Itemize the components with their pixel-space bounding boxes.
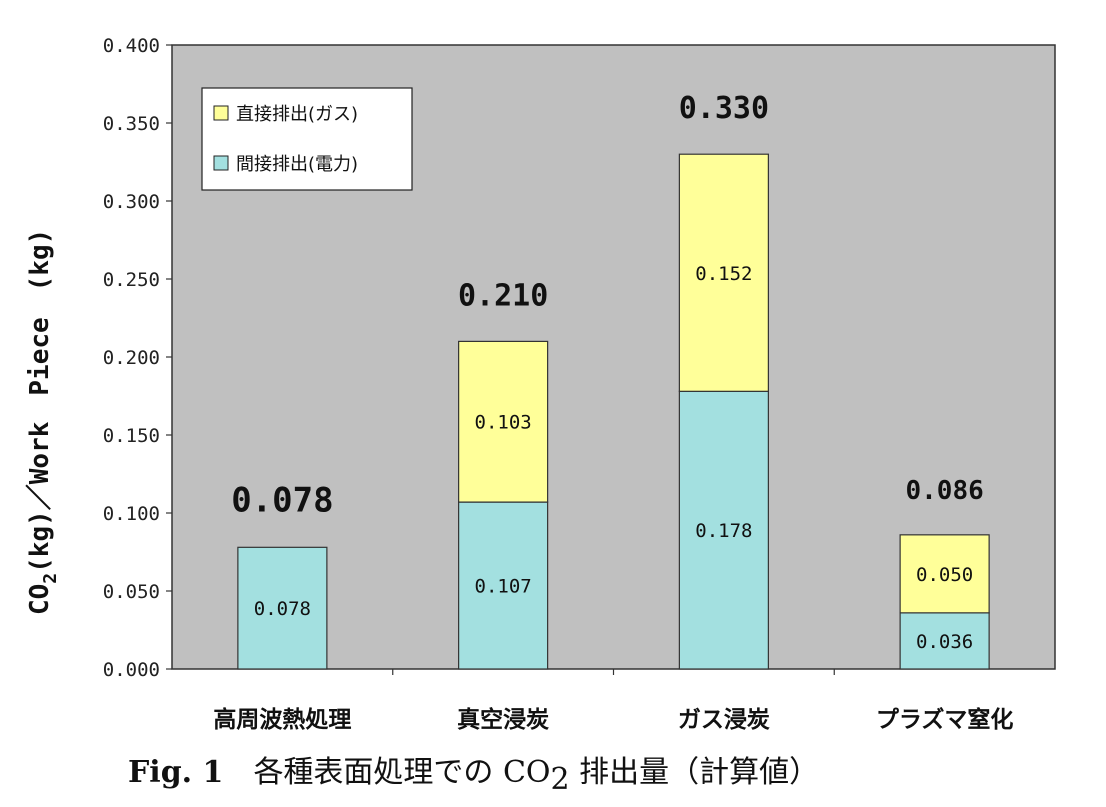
legend-label-direct: 直接排出(ガス) bbox=[236, 104, 358, 125]
bar-total-label: 0.086 bbox=[905, 476, 983, 506]
category-label: プラズマ窒化 bbox=[876, 706, 1014, 733]
y-tick-label: 0.150 bbox=[103, 425, 160, 447]
legend-box bbox=[201, 87, 413, 191]
y-tick-label: 0.200 bbox=[103, 347, 160, 369]
bar-segment bbox=[458, 501, 549, 670]
legend: 直接排出(ガス) 間接排出(電力) bbox=[201, 87, 413, 191]
legend-label-indirect: 間接排出(電力) bbox=[236, 154, 358, 175]
x-axis bbox=[392, 669, 835, 675]
caption-text1: 各種表面処理での CO bbox=[253, 755, 550, 790]
bar-segment bbox=[237, 546, 328, 670]
bar-segment bbox=[678, 390, 769, 670]
y-label-subscript: 2 bbox=[40, 573, 61, 584]
bar-total-label: 0.078 bbox=[231, 480, 333, 520]
segment-value-label: 0.050 bbox=[916, 564, 973, 586]
y-tick-label: 0.250 bbox=[103, 269, 160, 291]
bar-segment bbox=[678, 153, 769, 392]
legend-swatch-direct bbox=[213, 105, 229, 121]
y-tick-label: 0.050 bbox=[103, 581, 160, 603]
y-axis-label: CO2(kg)／Work Piece (kg) bbox=[25, 229, 61, 615]
y-tick-label: 0.000 bbox=[103, 659, 160, 681]
bar-segment bbox=[899, 534, 990, 614]
bar-segment bbox=[458, 340, 549, 503]
segment-value-label: 0.107 bbox=[475, 576, 532, 598]
svg-text:CO2(kg)／Work Piece (kg): CO2(kg)／Work Piece (kg) bbox=[25, 229, 61, 615]
caption-text2: 排出量（計算値） bbox=[570, 755, 820, 790]
legend-swatch-indirect bbox=[213, 155, 229, 171]
segment-value-label: 0.178 bbox=[695, 520, 752, 542]
category-label: ガス浸炭 bbox=[678, 707, 770, 733]
figure-caption: Fig. 1 各種表面処理での CO2 排出量（計算値） bbox=[128, 755, 819, 797]
category-label: 真空浸炭 bbox=[457, 706, 549, 733]
segment-value-label: 0.152 bbox=[695, 263, 752, 285]
bars: 0.078 0.078 0.107 0.103 0.210 0.178 0.152 0.330… bbox=[231, 91, 990, 670]
category-labels: 高周波熱処理 真空浸炭 ガス浸炭 プラズマ窒化 bbox=[213, 706, 1013, 733]
y-axis: 0.000 0.050 0.100 0.150 0.200 0.250 0.300 0.350… bbox=[103, 35, 172, 681]
bar-total-label: 0.210 bbox=[458, 278, 548, 313]
caption-subscript: 2 bbox=[551, 762, 570, 797]
bar-total-label: 0.330 bbox=[679, 91, 769, 126]
y-tick-label: 0.400 bbox=[103, 35, 160, 57]
y-tick-label: 0.300 bbox=[103, 191, 160, 213]
bar-segment bbox=[899, 612, 990, 670]
y-label-rest: (kg)／Work Piece (kg) bbox=[25, 229, 55, 573]
category-label: 高周波熱処理 bbox=[213, 706, 351, 733]
segment-value-label: 0.078 bbox=[254, 598, 311, 620]
y-label-co: CO bbox=[25, 584, 55, 615]
caption-prefix: Fig. 1 bbox=[128, 755, 223, 790]
segment-value-label: 0.036 bbox=[916, 631, 973, 653]
y-tick-label: 0.100 bbox=[103, 503, 160, 525]
segment-value-label: 0.103 bbox=[475, 412, 532, 434]
y-tick-label: 0.350 bbox=[103, 113, 160, 135]
